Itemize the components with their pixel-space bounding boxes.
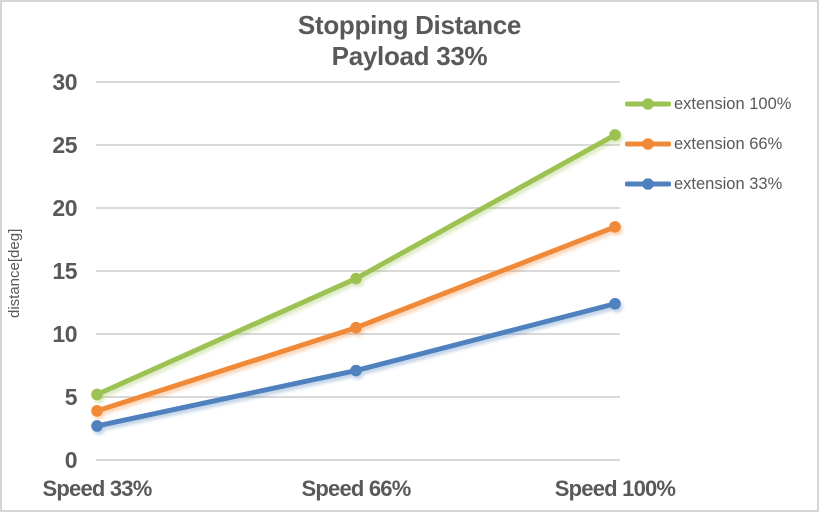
legend-marker-icon <box>625 138 671 150</box>
y-tick-label: 5 <box>65 384 78 410</box>
y-tick-label: 10 <box>52 321 77 347</box>
series-extension-100- <box>91 129 621 401</box>
legend-item-extension-100-: extension 100% <box>625 84 791 124</box>
data-point-marker <box>609 297 621 310</box>
y-tick-label: 15 <box>52 258 77 284</box>
legend-label: extension 100% <box>674 94 792 113</box>
legend-label: extension 66% <box>674 134 783 153</box>
data-point-marker <box>609 129 621 141</box>
x-category-label: Speed 33% <box>43 476 152 501</box>
chart-title: Stopping Distance Payload 33% <box>2 10 817 72</box>
data-point-marker <box>350 364 362 377</box>
x-category-label: Speed 100% <box>555 476 676 501</box>
series-extension-66- <box>91 221 621 417</box>
y-tick-label: 0 <box>65 447 77 473</box>
y-tick-label: 30 <box>52 69 77 95</box>
data-point-marker <box>91 405 103 417</box>
series-line <box>94 132 618 397</box>
data-point-marker <box>91 420 103 432</box>
legend-item-extension-33-: extension 33% <box>625 164 791 204</box>
x-category-label: Speed 66% <box>302 476 411 501</box>
chart-title-line2: Payload 33% <box>331 41 488 71</box>
legend-marker-icon <box>625 98 671 110</box>
chart-title-line1: Stopping Distance <box>297 10 522 40</box>
legend: extension 100% extension 66% extension 33% <box>625 84 791 204</box>
data-point-marker <box>91 388 103 401</box>
data-point-marker <box>350 272 362 285</box>
y-tick-label: 20 <box>52 195 77 221</box>
data-point-marker <box>350 321 362 334</box>
legend-marker-icon <box>625 178 671 190</box>
data-point-marker <box>609 221 621 233</box>
series-extension-33- <box>91 297 621 432</box>
legend-item-extension-66-: extension 66% <box>625 124 791 164</box>
legend-label: extension 33% <box>674 174 783 193</box>
y-tick-label: 25 <box>52 132 77 158</box>
series-line <box>94 224 618 414</box>
